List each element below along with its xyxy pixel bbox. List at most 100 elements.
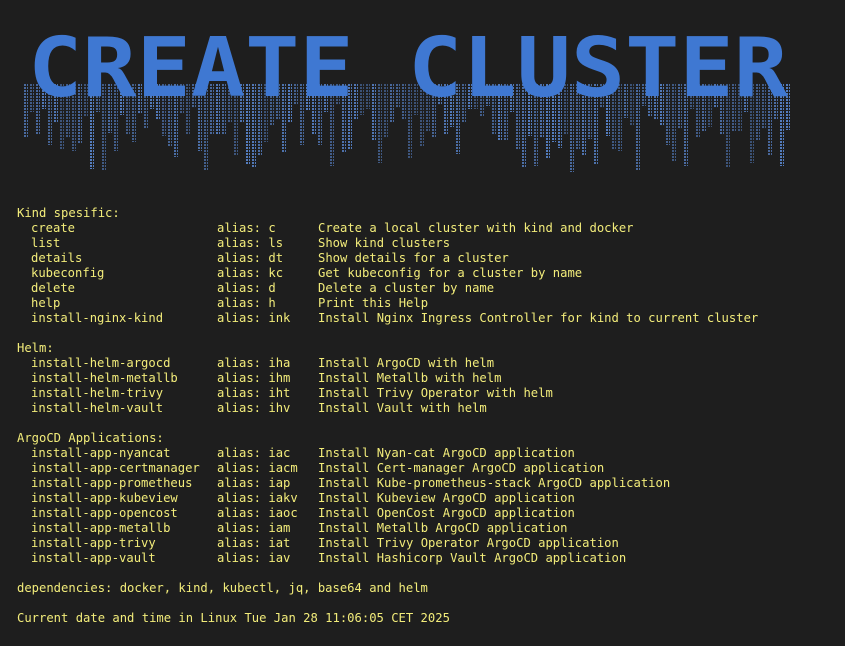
banner-drip (402, 84, 406, 120)
banner-drip (696, 84, 700, 137)
banner-drip (534, 84, 538, 166)
banner-drip (456, 84, 460, 154)
banner-drip (432, 84, 436, 137)
command-alias: alias: iat (217, 536, 291, 550)
banner-drip (132, 84, 136, 142)
command-alias: alias: ink (217, 311, 291, 325)
banner-drip (114, 84, 118, 151)
banner-drip (300, 84, 304, 145)
command-row: install-app-certmanager alias: iacm Instal… (17, 461, 758, 476)
banner-drip (312, 84, 316, 135)
banner-drip (504, 84, 508, 140)
command-name: details (31, 251, 83, 265)
command-description: Install Kube-prometheus-stack ArgoCD app… (318, 476, 671, 490)
banner-drip (198, 84, 202, 151)
banner-drip-texture (24, 84, 790, 172)
banner-drip (756, 84, 760, 141)
command-alias: alias: d (217, 281, 276, 295)
banner-drip (264, 84, 268, 142)
banner-drip (180, 84, 184, 113)
command-name: install-app-vault (31, 551, 156, 565)
banner-drip (522, 84, 526, 167)
command-name: install-helm-metallb (31, 371, 178, 385)
banner-drip (282, 84, 286, 152)
dependencies-line: dependencies: docker, kind, kubectl, jq,… (17, 581, 428, 595)
banner-drip (192, 84, 196, 107)
banner-drip (426, 84, 430, 132)
banner-drip (738, 84, 742, 131)
command-description: Install Kubeview ArgoCD application (318, 491, 575, 505)
banner-drip (750, 84, 754, 163)
command-row: install-app-metallb alias: iam Install Met… (17, 521, 758, 536)
banner-drip (702, 84, 706, 132)
banner-drip (516, 84, 520, 150)
banner-drip (396, 84, 400, 108)
banner-drip (384, 84, 388, 138)
banner-drip (342, 84, 346, 153)
banner-drip (126, 84, 130, 135)
banner-drip (102, 84, 106, 170)
datetime-line: Current date and time in Linux Tue Jan 2… (17, 611, 450, 625)
banner-drip (594, 84, 598, 165)
command-name: list (31, 236, 61, 250)
banner-drip (210, 84, 214, 134)
banner-drip (690, 84, 694, 109)
command-description: Show details for a cluster (318, 251, 509, 265)
banner-drip (546, 84, 550, 159)
banner-drip (408, 84, 412, 159)
banner-drip (390, 84, 394, 123)
banner-drip (654, 84, 658, 120)
banner-drip (216, 84, 220, 134)
command-row: delete alias: d Delete a cluster by name (17, 281, 758, 296)
banner-drip (678, 84, 682, 128)
banner-drip (540, 84, 544, 138)
command-description: Install ArgoCD with helm (318, 356, 495, 370)
banner-drip (438, 84, 442, 104)
banner-drip (270, 84, 274, 126)
command-row: kubeconfig alias: kc Get kubeconfig for a … (17, 266, 758, 281)
banner-drip (708, 84, 712, 127)
banner-drip (648, 84, 652, 116)
banner-drip (414, 84, 418, 115)
command-name: install-app-kubeview (31, 491, 178, 505)
banner-drip (168, 84, 172, 146)
command-name: install-helm-argocd (31, 356, 171, 370)
banner-drip (642, 84, 646, 106)
banner-drip (354, 84, 358, 120)
banner-drip (780, 84, 784, 166)
command-row: list alias: ls Show kind clusters (17, 236, 758, 251)
banner-drip (138, 84, 142, 114)
command-name: install-helm-trivy (31, 386, 164, 400)
blank-line (17, 566, 758, 581)
banner-drip (480, 84, 484, 117)
banner-drip (276, 84, 280, 119)
banner-drip (582, 84, 586, 156)
command-alias: alias: iaoc (217, 506, 298, 520)
banner-drip (246, 84, 250, 164)
command-description: Install Vault with helm (318, 401, 487, 415)
banner-drip (498, 84, 502, 141)
banner-drip (450, 84, 454, 127)
command-description: Install Hashicorp Vault ArgoCD applicati… (318, 551, 627, 565)
command-alias: alias: h (217, 296, 276, 310)
banner-drip (726, 84, 730, 167)
command-alias: alias: iacm (217, 461, 298, 475)
command-description: Install Metallb with helm (318, 371, 502, 385)
banner-drip (786, 84, 790, 130)
banner-drip (204, 84, 208, 170)
banner-drip (24, 84, 28, 138)
banner-drip (612, 84, 616, 150)
command-description: Install Trivy Operator ArgoCD applicatio… (318, 536, 619, 550)
command-row: details alias: dt Show details for a clust… (17, 251, 758, 266)
banner-drip (600, 84, 604, 107)
banner-drip (732, 84, 736, 132)
banner-drip (768, 84, 772, 155)
section-title: Helm: (17, 341, 54, 355)
banner-drip (474, 84, 478, 109)
banner-drip (288, 84, 292, 122)
command-row: install-helm-metallb alias: ihm Install Me… (17, 371, 758, 386)
banner-drip (72, 84, 76, 151)
banner-drip (618, 84, 622, 151)
banner-drip (486, 84, 490, 106)
banner-drip (624, 84, 628, 118)
